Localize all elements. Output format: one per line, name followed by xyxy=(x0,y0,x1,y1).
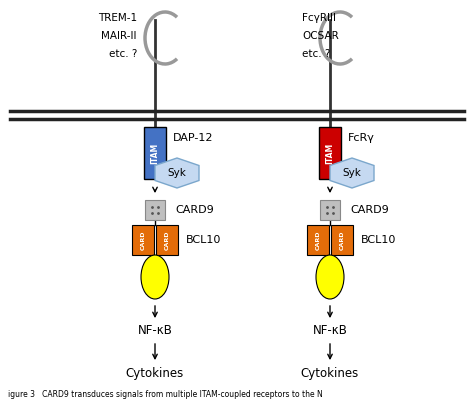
Text: Cytokines: Cytokines xyxy=(301,366,359,379)
FancyBboxPatch shape xyxy=(144,127,166,179)
Text: NF-κB: NF-κB xyxy=(137,324,173,337)
FancyBboxPatch shape xyxy=(145,200,165,220)
FancyBboxPatch shape xyxy=(320,200,340,220)
Text: FcγRIII: FcγRIII xyxy=(302,13,336,23)
Text: Cytokines: Cytokines xyxy=(126,366,184,379)
Text: OCSAR: OCSAR xyxy=(302,31,339,41)
Text: CARD: CARD xyxy=(140,230,146,250)
Polygon shape xyxy=(155,158,199,188)
Text: ITAM: ITAM xyxy=(151,142,159,164)
Text: Syk: Syk xyxy=(168,168,186,178)
FancyBboxPatch shape xyxy=(331,225,353,255)
FancyBboxPatch shape xyxy=(156,225,178,255)
Text: Syk: Syk xyxy=(343,168,362,178)
Polygon shape xyxy=(330,158,374,188)
Text: igure 3   CARD9 transduces signals from multiple ITAM-coupled receptors to the N: igure 3 CARD9 transduces signals from mu… xyxy=(8,390,323,399)
Text: CARD: CARD xyxy=(316,230,320,250)
Ellipse shape xyxy=(141,255,169,299)
Text: etc. ?: etc. ? xyxy=(109,49,137,59)
FancyBboxPatch shape xyxy=(319,127,341,179)
FancyBboxPatch shape xyxy=(307,225,329,255)
Text: MAIR-II: MAIR-II xyxy=(101,31,137,41)
Text: FcRγ: FcRγ xyxy=(348,133,375,143)
Text: CARD9: CARD9 xyxy=(175,205,214,215)
Text: BCL10: BCL10 xyxy=(186,235,221,245)
FancyBboxPatch shape xyxy=(132,225,154,255)
Text: CARD: CARD xyxy=(164,230,170,250)
Text: ITAM: ITAM xyxy=(326,142,335,164)
Text: CARD9: CARD9 xyxy=(350,205,389,215)
Ellipse shape xyxy=(316,255,344,299)
Text: DAP-12: DAP-12 xyxy=(173,133,213,143)
Text: CARD: CARD xyxy=(339,230,345,250)
Text: etc. ?: etc. ? xyxy=(302,49,330,59)
Text: NF-κB: NF-κB xyxy=(312,324,347,337)
Text: BCL10: BCL10 xyxy=(361,235,396,245)
Text: TREM-1: TREM-1 xyxy=(98,13,137,23)
